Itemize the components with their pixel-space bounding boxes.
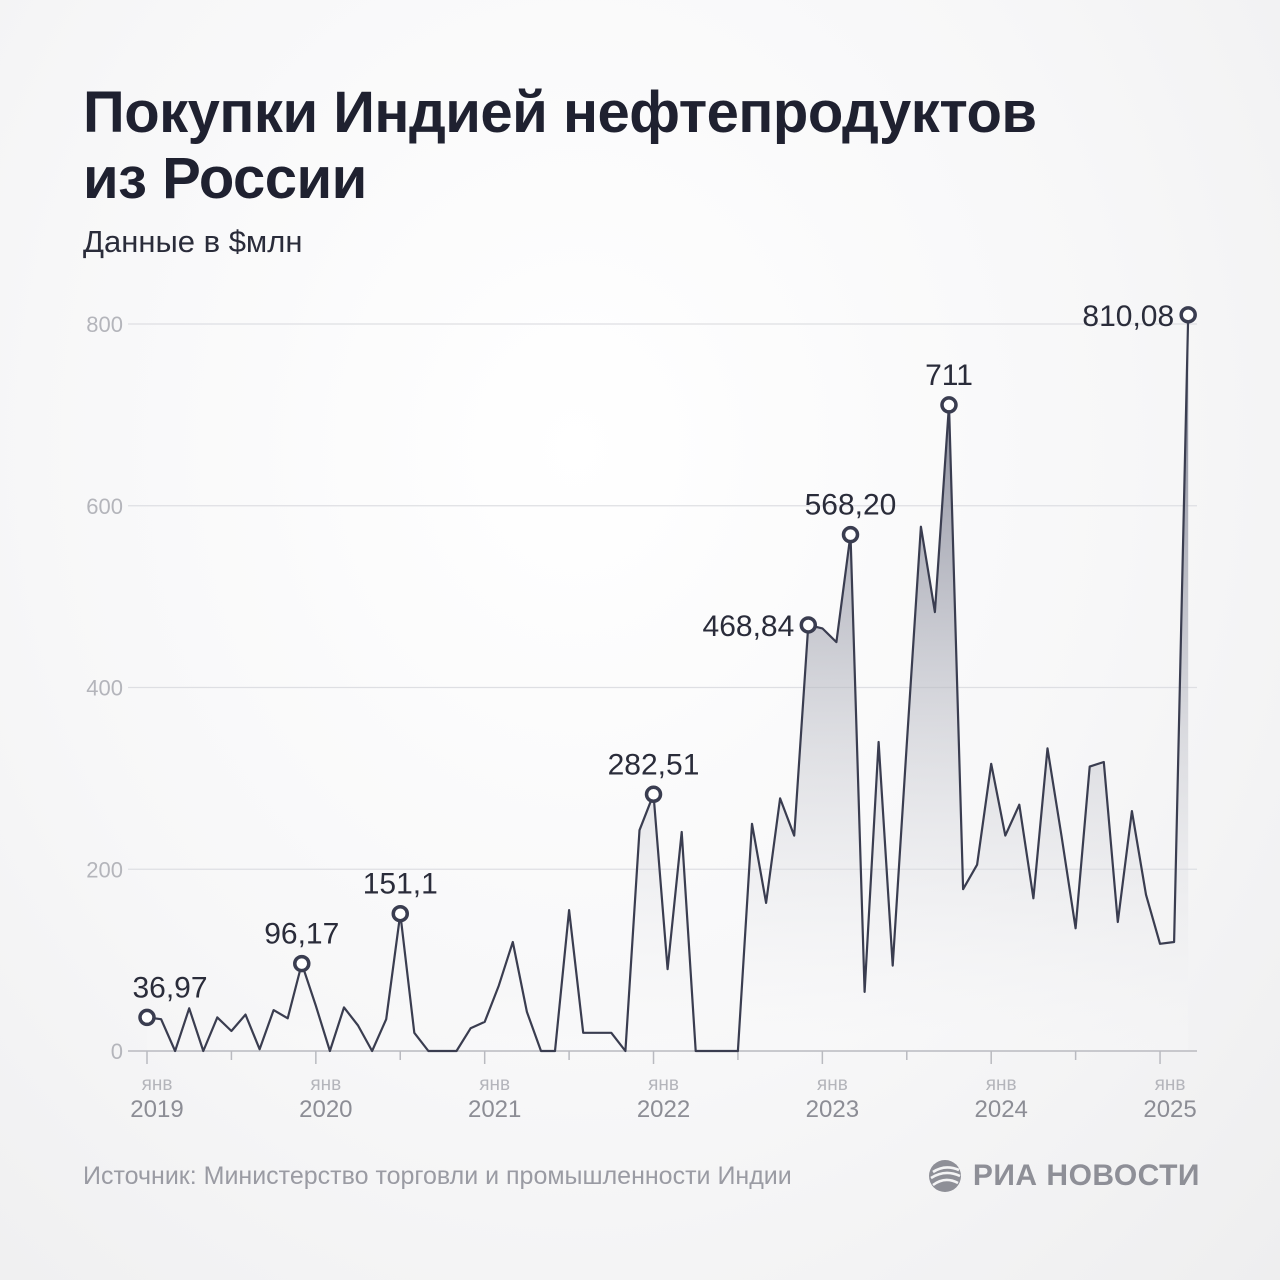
annotation-label: 282,51 bbox=[608, 748, 700, 781]
y-tick-label: 600 bbox=[86, 494, 123, 519]
x-tick-month: янв bbox=[817, 1074, 848, 1095]
annotation-label: 96,17 bbox=[264, 918, 339, 951]
annotation-label: 810,08 bbox=[1082, 300, 1174, 333]
x-tick-year: 2025 bbox=[1143, 1096, 1196, 1123]
annotation-marker bbox=[140, 1010, 154, 1024]
y-axis-ticks: 0 200 400 600 800 bbox=[86, 312, 123, 1064]
x-tick-year: 2023 bbox=[806, 1096, 859, 1123]
annotation-marker bbox=[393, 907, 407, 921]
x-tick-year: 2024 bbox=[975, 1096, 1028, 1123]
ria-globe-icon bbox=[927, 1158, 963, 1194]
y-tick-label: 200 bbox=[86, 857, 123, 882]
brand-logo: РИА НОВОСТИ bbox=[927, 1158, 1200, 1194]
annotation-marker bbox=[942, 398, 956, 412]
x-tick-month: янв bbox=[479, 1074, 510, 1095]
brand-name: РИА НОВОСТИ bbox=[973, 1159, 1200, 1193]
annotation-label: 151,1 bbox=[363, 868, 438, 901]
grid-lines bbox=[128, 324, 1197, 869]
annotation-label: 468,84 bbox=[703, 610, 795, 643]
y-tick-label: 0 bbox=[111, 1039, 123, 1064]
x-tick-year: 2020 bbox=[299, 1096, 352, 1123]
annotation-marker bbox=[647, 787, 661, 801]
annotation-marker bbox=[844, 528, 858, 542]
annotation-label: 711 bbox=[925, 359, 973, 392]
x-tick-month: янв bbox=[1155, 1074, 1186, 1095]
annotation-label: 568,20 bbox=[805, 489, 897, 522]
x-tick-month: янв bbox=[986, 1074, 1017, 1095]
y-tick-label: 800 bbox=[86, 312, 123, 337]
annotation-marker bbox=[801, 618, 815, 632]
x-axis-ticks: янв2019янв2020янв2021янв2022янв2023янв20… bbox=[130, 1051, 1196, 1123]
source-note: Источник: Министерство торговли и промыш… bbox=[83, 1162, 792, 1191]
x-tick-month: янв bbox=[142, 1074, 173, 1095]
y-tick-label: 400 bbox=[86, 676, 123, 701]
x-tick-month: янв bbox=[648, 1074, 679, 1095]
x-tick-year: 2019 bbox=[130, 1096, 183, 1123]
annotation-marker bbox=[295, 957, 309, 971]
x-tick-year: 2021 bbox=[468, 1096, 521, 1123]
x-tick-year: 2022 bbox=[637, 1096, 690, 1123]
annotation-marker bbox=[1181, 308, 1195, 322]
x-tick-month: янв bbox=[310, 1074, 341, 1095]
annotation-label: 36,97 bbox=[132, 971, 207, 1004]
